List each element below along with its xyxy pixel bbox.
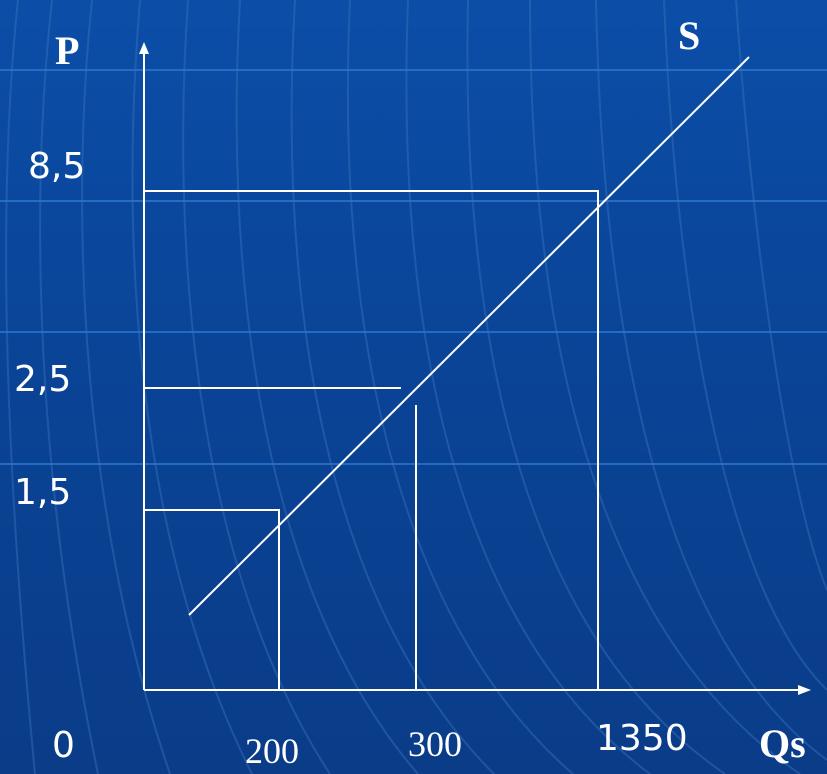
price-quantity-guide-3	[144, 190, 599, 690]
x-axis-label: Qs	[759, 721, 806, 766]
y-tick-label-1-5: 1,5	[14, 472, 72, 513]
background-swirl-line	[235, 0, 419, 774]
background-swirl-line	[290, 0, 495, 774]
y-tick-label-8-5: 8,5	[28, 146, 86, 187]
background-swirl-line	[5, 0, 36, 774]
x-axis-arrowhead	[798, 685, 811, 695]
y-tick-label-2-5: 2,5	[14, 359, 72, 400]
background-swirl-line	[663, 0, 827, 691]
x-tick-label-200: 200	[245, 731, 299, 771]
origin-label: 0	[52, 725, 75, 766]
background-swirl-line	[466, 0, 726, 774]
price-quantity-guide-1	[144, 509, 280, 690]
background-swirl-line	[529, 0, 801, 774]
background-swirl-line	[81, 0, 171, 774]
background-swirl-line	[735, 0, 827, 591]
y-axis-arrowhead	[139, 42, 149, 54]
background-swirl-line	[405, 0, 651, 774]
x-tick-label-300: 300	[408, 724, 462, 764]
background-swirl-line	[182, 0, 331, 774]
supply-curve	[188, 56, 750, 616]
background-swirl-line	[39, 0, 99, 774]
supply-curve-label: S	[678, 13, 701, 58]
y-axis-label: P	[55, 28, 80, 73]
background-swirl-line	[346, 0, 574, 774]
background-swirl-line	[595, 0, 827, 761]
x-tick-label-1350: 1350	[596, 718, 688, 759]
